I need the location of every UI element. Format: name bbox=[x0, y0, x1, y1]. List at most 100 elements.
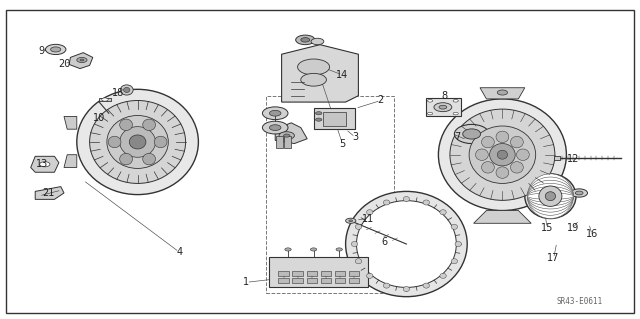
Text: SR43-E0611: SR43-E0611 bbox=[556, 297, 602, 306]
Ellipse shape bbox=[511, 136, 524, 148]
Ellipse shape bbox=[527, 180, 573, 212]
Ellipse shape bbox=[496, 167, 509, 178]
Ellipse shape bbox=[108, 136, 121, 148]
Ellipse shape bbox=[120, 85, 133, 95]
Ellipse shape bbox=[269, 110, 281, 116]
Ellipse shape bbox=[301, 38, 310, 42]
Polygon shape bbox=[474, 211, 531, 223]
Ellipse shape bbox=[90, 100, 186, 183]
Ellipse shape bbox=[383, 200, 390, 205]
Ellipse shape bbox=[497, 90, 508, 95]
Ellipse shape bbox=[143, 153, 156, 165]
Polygon shape bbox=[31, 156, 59, 172]
Ellipse shape bbox=[428, 112, 433, 115]
Polygon shape bbox=[480, 88, 525, 99]
Ellipse shape bbox=[527, 174, 573, 219]
Text: 7: 7 bbox=[454, 132, 461, 142]
Ellipse shape bbox=[454, 124, 489, 144]
Ellipse shape bbox=[285, 248, 291, 251]
Text: 11: 11 bbox=[362, 213, 374, 224]
Ellipse shape bbox=[77, 89, 198, 195]
Ellipse shape bbox=[450, 109, 555, 200]
Ellipse shape bbox=[481, 162, 494, 173]
Ellipse shape bbox=[124, 87, 130, 93]
Bar bbox=[269, 257, 368, 287]
Ellipse shape bbox=[40, 162, 50, 167]
Polygon shape bbox=[64, 155, 77, 167]
Bar bbox=[314, 108, 355, 129]
Ellipse shape bbox=[298, 59, 330, 75]
Ellipse shape bbox=[527, 183, 573, 209]
Text: 10: 10 bbox=[93, 113, 106, 123]
Text: 5: 5 bbox=[339, 138, 346, 149]
Ellipse shape bbox=[571, 189, 588, 197]
Polygon shape bbox=[275, 123, 307, 144]
Ellipse shape bbox=[346, 218, 356, 223]
Ellipse shape bbox=[45, 44, 66, 55]
Bar bbox=[278, 271, 289, 276]
Bar bbox=[266, 96, 394, 293]
Bar bbox=[426, 98, 461, 116]
Ellipse shape bbox=[545, 192, 556, 201]
Ellipse shape bbox=[527, 193, 573, 199]
Ellipse shape bbox=[311, 38, 324, 45]
Ellipse shape bbox=[423, 283, 429, 288]
Text: 6: 6 bbox=[381, 237, 387, 248]
Ellipse shape bbox=[539, 186, 562, 206]
Ellipse shape bbox=[102, 98, 108, 101]
Ellipse shape bbox=[269, 125, 281, 130]
Ellipse shape bbox=[355, 259, 362, 264]
Ellipse shape bbox=[120, 119, 132, 130]
Ellipse shape bbox=[284, 134, 290, 137]
Ellipse shape bbox=[453, 100, 458, 102]
Ellipse shape bbox=[434, 103, 452, 112]
Ellipse shape bbox=[80, 59, 84, 61]
Bar bbox=[284, 136, 291, 148]
Ellipse shape bbox=[262, 121, 288, 134]
Ellipse shape bbox=[129, 135, 146, 149]
Text: 20: 20 bbox=[58, 59, 70, 69]
Ellipse shape bbox=[440, 273, 446, 278]
Bar bbox=[292, 271, 303, 276]
Bar bbox=[307, 278, 317, 283]
Ellipse shape bbox=[453, 112, 458, 115]
Text: 1: 1 bbox=[243, 277, 250, 287]
Ellipse shape bbox=[107, 115, 168, 168]
Bar bbox=[321, 271, 331, 276]
Ellipse shape bbox=[469, 126, 536, 183]
Ellipse shape bbox=[455, 241, 461, 247]
Ellipse shape bbox=[423, 200, 429, 205]
Ellipse shape bbox=[351, 241, 358, 247]
Polygon shape bbox=[282, 45, 358, 102]
Ellipse shape bbox=[527, 187, 573, 206]
Ellipse shape bbox=[497, 150, 508, 159]
Text: 4: 4 bbox=[176, 247, 182, 257]
Bar bbox=[321, 278, 331, 283]
Bar bbox=[349, 278, 359, 283]
Ellipse shape bbox=[490, 144, 515, 166]
Bar bbox=[349, 271, 359, 276]
Text: 17: 17 bbox=[547, 253, 560, 263]
Bar bbox=[323, 112, 346, 126]
Ellipse shape bbox=[525, 174, 576, 219]
Bar bbox=[335, 271, 345, 276]
Ellipse shape bbox=[440, 210, 446, 215]
Ellipse shape bbox=[336, 248, 342, 251]
Ellipse shape bbox=[527, 190, 573, 203]
Bar bbox=[554, 156, 560, 160]
Bar bbox=[278, 278, 289, 283]
Text: 2: 2 bbox=[378, 95, 384, 106]
Ellipse shape bbox=[575, 191, 583, 195]
Text: 14: 14 bbox=[336, 70, 349, 80]
Ellipse shape bbox=[496, 131, 509, 143]
Ellipse shape bbox=[77, 57, 87, 63]
Ellipse shape bbox=[262, 107, 288, 120]
Ellipse shape bbox=[143, 119, 156, 130]
Text: 13: 13 bbox=[35, 159, 48, 169]
Text: 21: 21 bbox=[42, 188, 54, 198]
Text: 12: 12 bbox=[566, 154, 579, 165]
Ellipse shape bbox=[301, 73, 326, 86]
Ellipse shape bbox=[120, 153, 132, 165]
Ellipse shape bbox=[279, 132, 294, 139]
Ellipse shape bbox=[356, 201, 456, 287]
